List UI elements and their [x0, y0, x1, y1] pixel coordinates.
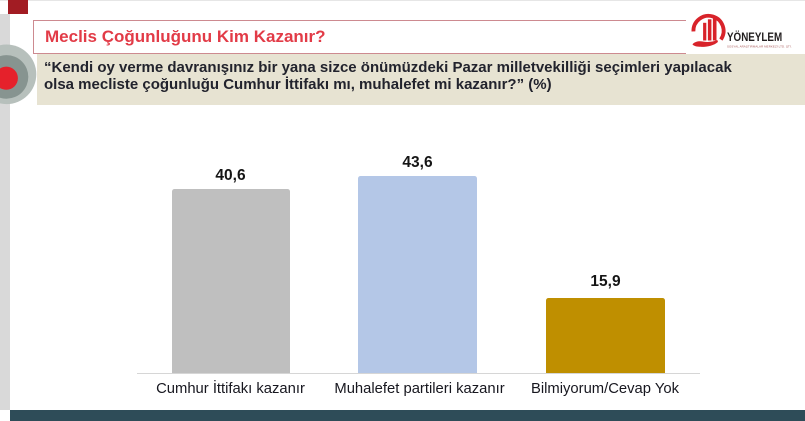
svg-text:SOSYAL ARAŞTIRMALAR MERKEZİ LT: SOSYAL ARAŞTIRMALAR MERKEZİ LTD. ŞTİ.: [727, 43, 792, 48]
svg-text:YÖNEYLEM: YÖNEYLEM: [727, 30, 782, 44]
